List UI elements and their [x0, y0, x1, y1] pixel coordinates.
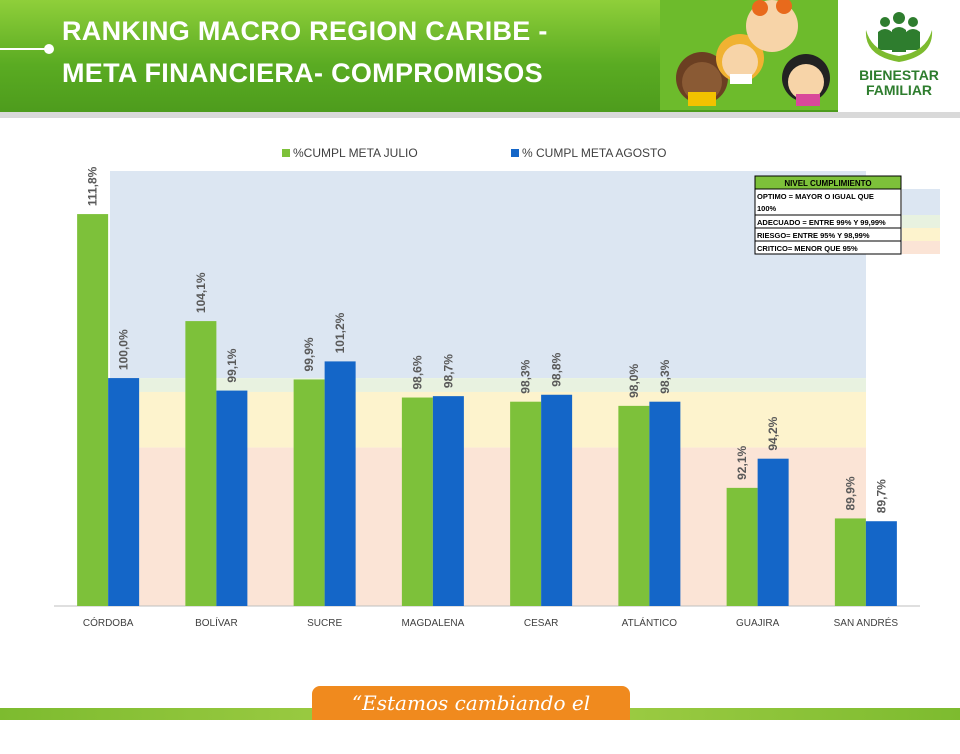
bar-julio-5	[618, 405, 650, 606]
page-title-line-2: META FINANCIERA- COMPROMISOS	[62, 58, 543, 88]
x-tick-label: SUCRE	[307, 618, 342, 629]
legend-label: % CUMPL META AGOSTO	[522, 146, 666, 160]
logo-text-line-2: FAMILIAR	[865, 82, 933, 98]
x-tick-label: ATLÁNTICO	[622, 616, 678, 629]
band-legend-swatch-adecuado	[902, 215, 940, 228]
bar-julio-0	[77, 214, 109, 606]
data-label: 89,7%	[874, 479, 888, 513]
data-label: 101,2%	[333, 312, 347, 353]
x-tick-label: CÓRDOBA	[83, 616, 134, 629]
bar-julio-4	[510, 401, 542, 606]
band-optimo	[110, 171, 866, 379]
data-label: 98,3%	[519, 359, 533, 393]
data-label: 100,0%	[117, 329, 131, 370]
data-label: 98,8%	[550, 352, 564, 386]
bar-agosto-5	[649, 401, 681, 606]
band-legend-swatch-optimo	[902, 189, 940, 215]
data-label: 99,9%	[302, 337, 316, 371]
band-legend-text-adecuado: ADECUADO = ENTRE 99% Y 99,99%	[757, 218, 886, 227]
logo-text: BIENESTAR FAMILIAR	[838, 68, 960, 98]
bar-agosto-2	[324, 361, 356, 606]
bar-julio-1	[185, 321, 217, 606]
data-label: 98,0%	[627, 364, 641, 398]
band-adecuado	[110, 378, 866, 392]
data-label: 98,7%	[441, 354, 455, 388]
bar-julio-7	[834, 518, 866, 606]
legend-swatch	[511, 149, 519, 157]
band-legend-text-critico: CRITICO= MENOR QUE 95%	[757, 244, 858, 253]
x-tick-label: SAN ANDRÉS	[834, 616, 899, 629]
data-label: 99,1%	[225, 348, 239, 382]
band-legend-row	[754, 240, 902, 255]
logo-text-line-1: BIENESTAR	[859, 67, 939, 83]
band-legend-title: NIVEL CUMPLIMIENTO	[784, 179, 871, 188]
data-label: 92,1%	[735, 446, 749, 480]
x-tick-label: CESAR	[524, 618, 558, 629]
band-legend-swatch-riesgo	[902, 228, 940, 241]
bar-julio-2	[293, 379, 325, 606]
x-tick-label: BOLÍVAR	[195, 616, 238, 629]
header-dot	[44, 44, 54, 54]
footer-slogan: “Estamos cambiando el mundo”	[312, 686, 630, 749]
band-legend-row	[754, 188, 902, 216]
children-illustration-icon	[660, 0, 840, 110]
bar-agosto-3	[432, 396, 464, 606]
data-label: 98,6%	[410, 355, 424, 389]
header-divider	[0, 112, 960, 118]
bar-julio-6	[726, 487, 758, 606]
page-title: RANKING MACRO REGION CARIBE - META FINAN…	[62, 10, 642, 94]
bar-agosto-7	[865, 521, 897, 606]
family-logo-icon	[865, 12, 933, 62]
band-legend-swatch-critico	[902, 241, 940, 254]
band-legend-text-optimo: OPTIMO = MAYOR O IGUAL QUE	[757, 192, 874, 201]
data-label: 98,3%	[658, 359, 672, 393]
header-rule	[0, 48, 48, 50]
header-banner: RANKING MACRO REGION CARIBE - META FINAN…	[0, 0, 960, 118]
bar-agosto-6	[757, 458, 789, 606]
page-title-line-1: RANKING MACRO REGION CARIBE -	[62, 16, 548, 46]
bar-agosto-0	[108, 378, 140, 606]
bar-chart: 111,8% 100,0% CÓRDOBA 104,1% 99,1% BOLÍVAR 99,…	[54, 146, 940, 629]
data-label: 94,2%	[766, 416, 780, 450]
data-label: 104,1%	[194, 272, 208, 313]
legend-label: %CUMPL META JULIO	[293, 146, 418, 160]
data-label: 111,8%	[86, 166, 100, 206]
band-legend-text-riesgo: RIESGO= ENTRE 95% Y 98,99%	[757, 231, 870, 240]
bar-agosto-1	[216, 390, 248, 606]
x-tick-label: GUAJIRA	[736, 618, 780, 629]
legend-swatch	[282, 149, 290, 157]
data-label: 89,9%	[843, 476, 857, 510]
bienestar-logo: BIENESTAR FAMILIAR	[838, 0, 960, 118]
x-tick-label: MAGDALENA	[401, 618, 464, 629]
bar-agosto-4	[541, 394, 573, 606]
band-legend-text-optimo: 100%	[757, 204, 777, 213]
bar-julio-3	[401, 397, 433, 606]
